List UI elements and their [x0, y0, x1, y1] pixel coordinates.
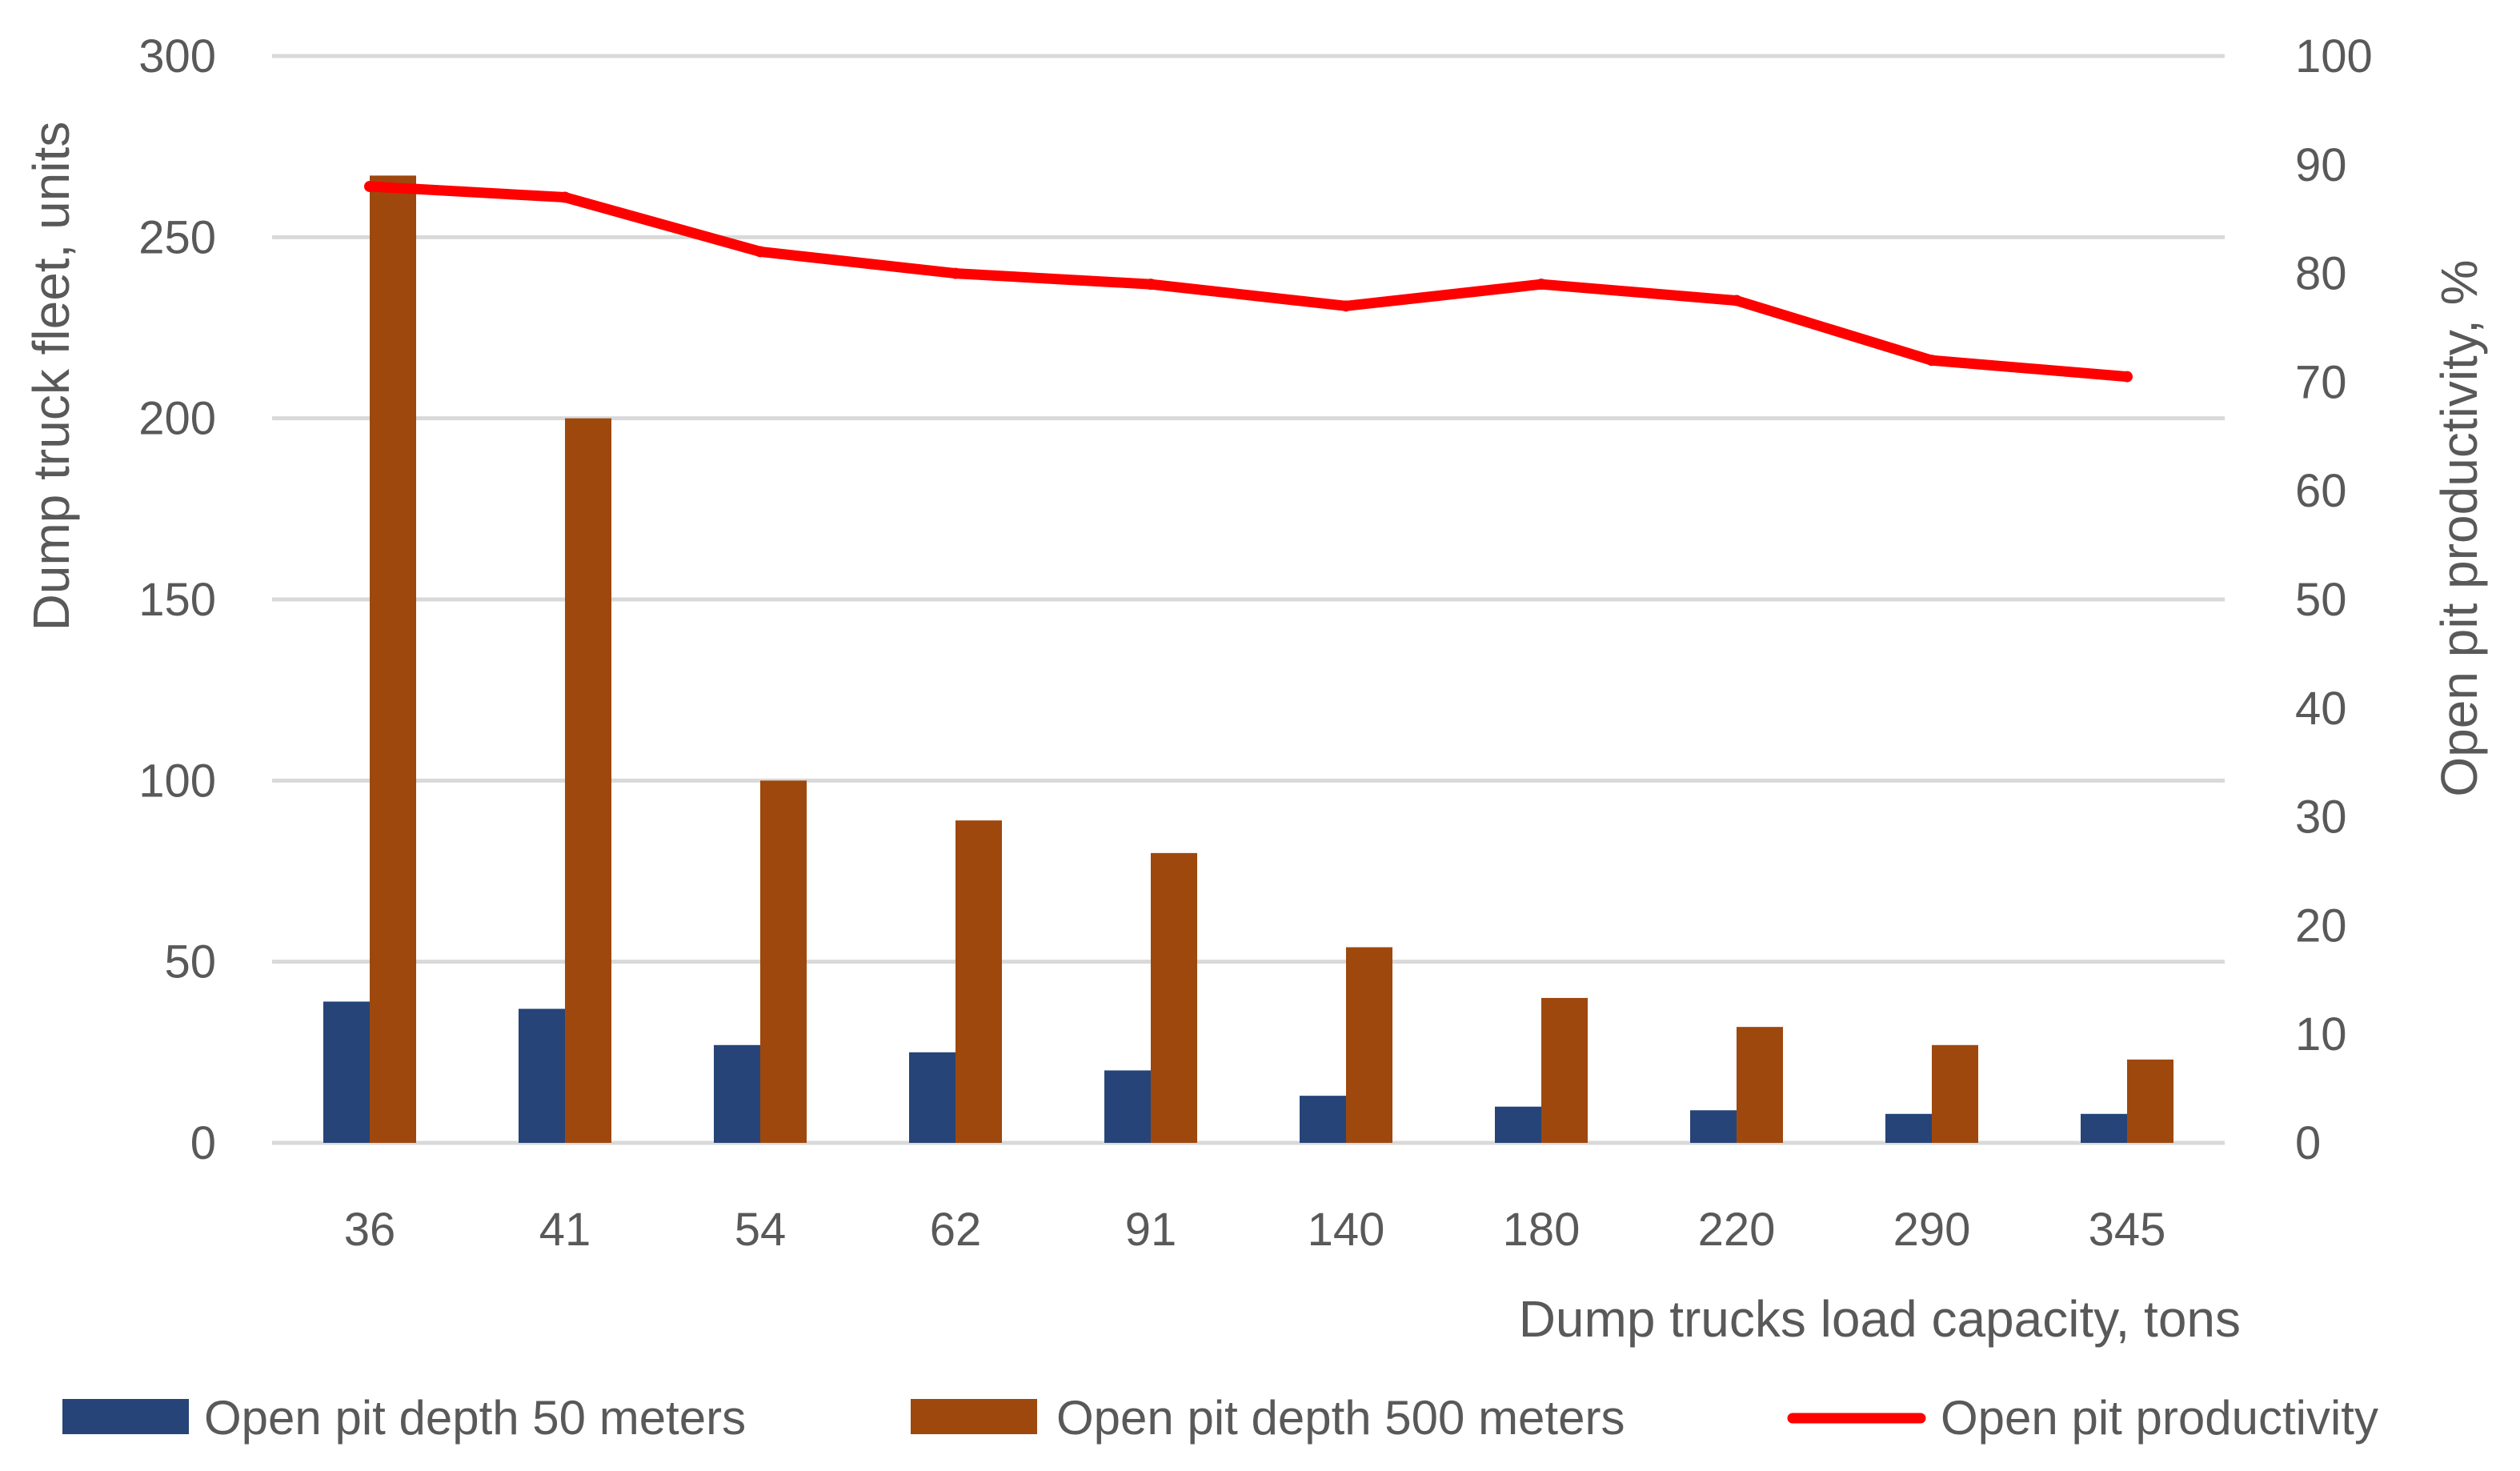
bar-open-pit-depth-50-meters-345: [2081, 1113, 2127, 1143]
bar-open-pit-depth-500-meters-140: [1346, 947, 1392, 1143]
legend-item-open-pit-depth-500-meters: Open pit depth 500 meters: [911, 1391, 1625, 1445]
legend-item-open-pit-productivity: Open pit productivity: [1787, 1391, 2378, 1445]
x-tick-label: 41: [539, 1204, 591, 1256]
x-tick-label: 345: [2089, 1204, 2166, 1256]
x-tick-label: 180: [1503, 1204, 1581, 1256]
left-tick-label: 50: [164, 936, 216, 988]
right-tick-label: 50: [2295, 574, 2347, 626]
productivity-point-62: [950, 267, 961, 279]
productivity-point-41: [559, 191, 571, 203]
right-axis-ticks: 0 10 20 30 40 50 60 70 80 90 100: [2295, 30, 2373, 1169]
right-tick-label: 10: [2295, 1008, 2347, 1060]
bar-open-pit-depth-50-meters-62: [909, 1052, 956, 1143]
bar-open-pit-depth-500-meters-290: [1932, 1044, 1978, 1143]
bar-open-pit-depth-500-meters-345: [2127, 1059, 2173, 1143]
bar-open-pit-depth-500-meters-62: [956, 820, 1002, 1143]
bar-open-pit-depth-50-meters-140: [1300, 1096, 1346, 1143]
bar-open-pit-depth-50-meters-220: [1690, 1110, 1737, 1143]
bar-open-pit-depth-50-meters-180: [1495, 1106, 1541, 1143]
productivity-point-290: [1926, 355, 1937, 367]
left-tick-label: 100: [138, 755, 216, 807]
bar-open-pit-depth-500-meters-180: [1541, 997, 1588, 1143]
bar-open-pit-depth-500-meters-91: [1151, 852, 1197, 1143]
x-tick-label: 290: [1893, 1204, 1971, 1256]
legend-label: Open pit productivity: [1941, 1391, 2378, 1445]
left-tick-label: 0: [190, 1117, 216, 1169]
legend-item-open-pit-depth-50-meters: Open pit depth 50 meters: [62, 1391, 746, 1445]
productivity-line-group: [364, 180, 2133, 383]
left-tick-label: 300: [138, 30, 216, 82]
bar-open-pit-depth-500-meters-54: [760, 780, 807, 1143]
bar-open-pit-depth-500-meters-41: [565, 418, 611, 1143]
legend-label: Open pit depth 500 meters: [1056, 1391, 1625, 1445]
legend-swatch: [911, 1399, 1037, 1434]
right-tick-label: 100: [2295, 30, 2373, 82]
bar-open-pit-depth-500-meters-220: [1737, 1027, 1783, 1143]
bar-open-pit-depth-50-meters-41: [519, 1008, 565, 1143]
right-tick-label: 70: [2295, 356, 2347, 408]
x-axis-ticks: 36 41 54 62 91 140 180 220 290 345: [344, 1204, 2166, 1256]
productivity-point-140: [1340, 300, 1352, 312]
legend-label: Open pit depth 50 meters: [204, 1391, 746, 1445]
right-tick-label: 80: [2295, 248, 2347, 300]
x-axis-title: Dump trucks load capacity, tons: [1519, 1290, 2241, 1348]
productivity-point-91: [1145, 279, 1156, 291]
right-tick-label: 0: [2295, 1117, 2321, 1169]
productivity-line: [364, 181, 2133, 383]
bar-open-pit-depth-50-meters-91: [1104, 1070, 1151, 1143]
productivity-point-345: [2121, 371, 2133, 383]
bars: [323, 175, 2173, 1143]
x-tick-label: 140: [1308, 1204, 1385, 1256]
x-tick-label: 220: [1698, 1204, 1776, 1256]
right-axis-title: Open pit productivity, %: [2430, 259, 2488, 796]
left-tick-label: 150: [138, 574, 216, 626]
left-tick-label: 200: [138, 393, 216, 445]
bar-open-pit-depth-50-meters-36: [323, 1001, 370, 1143]
x-tick-label: 54: [735, 1204, 787, 1256]
legend: Open pit depth 50 meters Open pit depth 5…: [62, 1391, 2378, 1445]
right-tick-label: 90: [2295, 139, 2347, 191]
legend-swatch: [62, 1399, 189, 1434]
x-tick-label: 91: [1125, 1204, 1177, 1256]
left-axis-ticks: 0 50 100 150 200 250 300: [138, 30, 216, 1169]
productivity-point-36: [364, 180, 375, 192]
bar-open-pit-depth-50-meters-54: [714, 1044, 760, 1143]
productivity-point-54: [755, 246, 766, 258]
right-tick-label: 40: [2295, 683, 2347, 735]
left-axis-title: Dump truck fleet, units: [22, 122, 80, 631]
right-tick-label: 30: [2295, 792, 2347, 844]
right-tick-label: 60: [2295, 465, 2347, 517]
bar-open-pit-depth-50-meters-290: [1885, 1113, 1932, 1143]
x-tick-label: 36: [344, 1204, 396, 1256]
bar-open-pit-depth-500-meters-36: [370, 175, 416, 1143]
productivity-point-220: [1731, 295, 1742, 307]
right-tick-label: 20: [2295, 900, 2347, 952]
x-tick-label: 62: [930, 1204, 982, 1256]
left-tick-label: 250: [138, 211, 216, 263]
productivity-point-180: [1536, 279, 1547, 291]
